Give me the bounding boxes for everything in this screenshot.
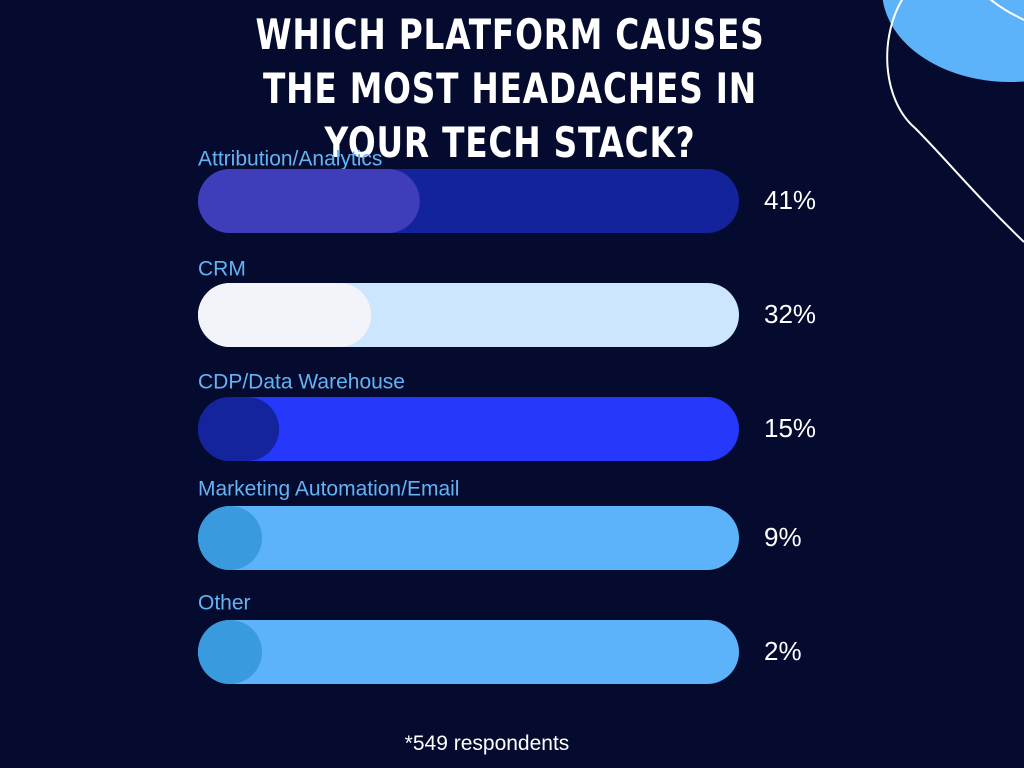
value-label-crm: 32% [764, 299, 816, 329]
category-label-marketing-automation-email: Marketing Automation/Email [198, 478, 459, 501]
value-label-marketing-automation-email: 9% [764, 522, 802, 552]
category-label-cdp-data-warehouse: CDP/Data Warehouse [198, 371, 405, 394]
respondents-footnote: *549 respondents [404, 732, 570, 755]
bar-fill-attribution-analytics [198, 169, 420, 233]
value-label-cdp-data-warehouse: 15% [764, 413, 816, 443]
bar-track-other [198, 620, 739, 684]
bar-fill-cdp-data-warehouse [198, 397, 280, 461]
value-label-attribution-analytics: 41% [764, 185, 816, 215]
value-label-other: 2% [764, 636, 802, 666]
bar-fill-crm [198, 283, 372, 347]
category-label-crm: CRM [198, 258, 246, 281]
bar-fill-marketing-automation-email [198, 506, 262, 570]
category-label-attribution-analytics: Attribution/Analytics [198, 148, 382, 171]
category-label-other: Other [198, 592, 251, 615]
bar-track-marketing-automation-email [198, 506, 739, 570]
chart-title: Which platform causes the most headaches… [255, 10, 765, 167]
bar-fill-other [198, 620, 262, 684]
bar-track-cdp-data-warehouse [198, 397, 739, 461]
